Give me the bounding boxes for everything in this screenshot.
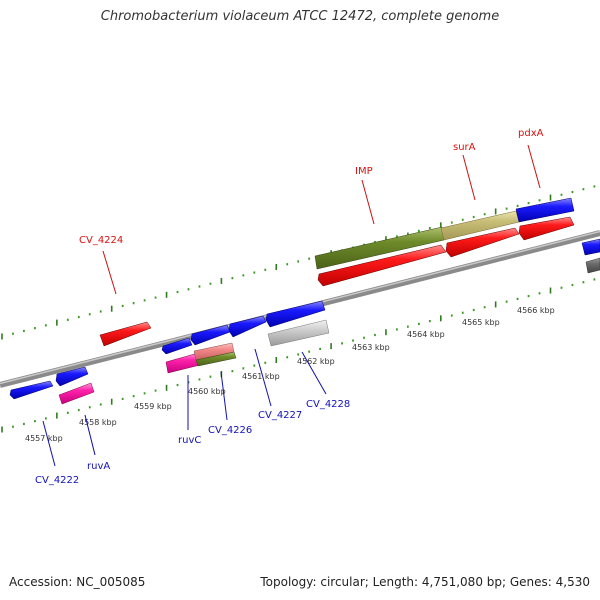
gene-CV_4222[interactable]	[9, 380, 54, 400]
gene-label-bottom[interactable]: ruvC	[178, 435, 201, 446]
leader-CV_4227	[254, 348, 272, 407]
accession-label: Accession: NC_005085	[9, 575, 146, 589]
gene-CV_4224[interactable]	[99, 321, 152, 347]
leader-pdxA	[527, 144, 541, 189]
gene-edge-blue[interactable]	[581, 238, 600, 256]
leader-CV_4228	[301, 351, 327, 395]
gene-labels: CV_4224 IMP surA pdxA CV_4222 ruvA ruvC …	[35, 128, 544, 486]
gene-CV_4226[interactable]	[190, 324, 231, 346]
kbp-label: 4563 kbp	[352, 343, 390, 352]
leader-CV_4226	[220, 371, 228, 421]
map-title: Chromobacterium violaceum ATCC 12472, co…	[100, 9, 500, 24]
leader-IMP	[361, 179, 375, 225]
gene-label-bottom[interactable]: CV_4226	[208, 425, 252, 436]
kbp-label: 4566 kbp	[517, 306, 555, 315]
tick-row-upper	[1, 185, 596, 340]
leader-surA	[462, 154, 476, 201]
label-leaders	[42, 144, 541, 467]
gene-CV_4228[interactable]	[265, 300, 326, 328]
kbp-label: 4562 kbp	[297, 357, 335, 366]
gene-edge-gray[interactable]	[585, 257, 600, 274]
gene-label-top[interactable]: surA	[453, 142, 476, 153]
leader-CV_4224	[102, 250, 117, 295]
kbp-label: 4564 kbp	[407, 330, 445, 339]
gene-label-bottom[interactable]: CV_4222	[35, 475, 79, 486]
kbp-label: 4565 kbp	[462, 318, 500, 327]
gene-ruvC[interactable]	[161, 337, 193, 355]
kbp-label: 4559 kbp	[134, 402, 172, 411]
leader-ruvA	[84, 414, 96, 456]
gene-label-bottom[interactable]: ruvA	[87, 461, 110, 472]
gene-ruvA-pink[interactable]	[58, 382, 95, 405]
gene-label-top[interactable]: CV_4224	[79, 235, 123, 246]
gene-label-top[interactable]: IMP	[355, 166, 373, 177]
gene-IMP[interactable]	[317, 244, 447, 287]
gene-label-bottom[interactable]: CV_4227	[258, 410, 302, 421]
leader-CV_4222	[42, 420, 56, 467]
tick-row-lower	[1, 278, 596, 433]
gene-label-top[interactable]: pdxA	[518, 128, 544, 139]
gene-CV_4228-gray[interactable]	[267, 319, 330, 347]
gene-pdxA-blue[interactable]	[515, 197, 575, 223]
gene-pdxA[interactable]	[518, 216, 575, 241]
kbp-label: 4561 kbp	[242, 372, 280, 381]
kbp-label: 4558 kbp	[79, 418, 117, 427]
gene-CV_4226-olive[interactable]	[195, 351, 237, 367]
gene-label-bottom[interactable]: CV_4228	[306, 399, 350, 410]
gene-surA[interactable]	[445, 227, 520, 258]
topology-label: Topology: circular; Length: 4,751,080 bp…	[260, 575, 590, 589]
kbp-labels: 4557 kbp 4558 kbp 4559 kbp 4560 kbp 4561…	[25, 306, 555, 443]
gene-features	[9, 197, 600, 405]
gene-ruvA[interactable]	[55, 366, 89, 387]
kbp-label: 4557 kbp	[25, 434, 63, 443]
kbp-label: 4560 kbp	[188, 387, 226, 396]
gene-CV_4227[interactable]	[228, 315, 267, 338]
